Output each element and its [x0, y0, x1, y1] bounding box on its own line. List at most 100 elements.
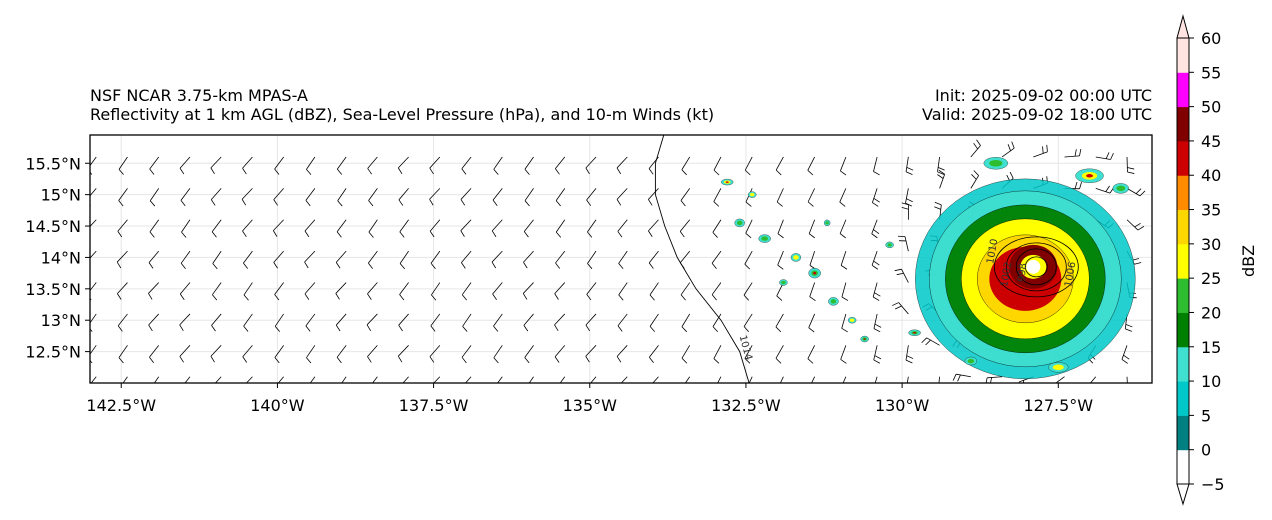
wind-barb [586, 282, 597, 301]
wind-barb [179, 282, 191, 300]
wind-barb [524, 345, 534, 364]
wind-barb [892, 302, 909, 315]
wind-barb [680, 282, 691, 301]
wind-barb [1126, 188, 1146, 197]
wind-barb [245, 376, 253, 383]
wind-barb [211, 313, 222, 332]
wind-barb [649, 345, 659, 364]
wind-barb [433, 376, 441, 383]
wind-barb [985, 376, 1003, 383]
wind-barb [272, 219, 284, 237]
wind-barb [492, 282, 503, 300]
wind-barb [181, 219, 191, 238]
wind-barb [585, 345, 597, 363]
wind-barb [748, 376, 753, 383]
wind-barb [620, 376, 628, 383]
wind-barb [618, 250, 628, 270]
wind-barb [872, 282, 881, 301]
wind-barb [210, 156, 222, 175]
wind-barb [522, 282, 534, 300]
reflectivity-cell-core [781, 280, 786, 285]
wind-barb [242, 345, 253, 363]
wind-barb [649, 313, 659, 332]
wind-barb [461, 156, 472, 175]
wind-barb [241, 188, 253, 206]
wind-barb [214, 376, 222, 383]
wind-barb [465, 376, 472, 383]
wind-barb [873, 156, 880, 176]
wind-barb [952, 373, 971, 382]
colorbar-tick-label: −5 [1201, 475, 1225, 494]
colorbar-tick-label: 15 [1201, 338, 1221, 357]
colorbar-tick-label: 60 [1201, 29, 1221, 48]
wind-barb [493, 345, 503, 364]
wind-barb [398, 313, 409, 332]
wind-barb [461, 345, 472, 364]
lat-tick-label: 15°N [41, 186, 81, 205]
wind-barb [274, 282, 284, 301]
wind-barb [776, 188, 784, 207]
wind-barb [429, 219, 441, 238]
wind-barb [397, 156, 409, 175]
wind-barb [335, 282, 347, 300]
wind-barb [398, 188, 409, 206]
wind-barb [118, 156, 128, 175]
wind-barb [713, 188, 722, 207]
wind-barb [117, 219, 128, 238]
colorbar-tick-label: 25 [1201, 269, 1221, 288]
reflectivity-cell-core [793, 255, 799, 260]
wind-barb [90, 345, 97, 364]
wind-barb [243, 282, 253, 301]
reflectivity-cell-core [825, 221, 829, 225]
wind-barb [524, 188, 534, 207]
lat-tick-label: 15.5°N [25, 154, 81, 173]
wind-barb [897, 235, 909, 252]
wind-barb [523, 219, 534, 238]
wind-barb [212, 282, 222, 301]
colorbar-tick-label: 30 [1201, 235, 1221, 254]
wind-barb [775, 156, 784, 176]
colorbar-segment [1177, 278, 1189, 313]
wind-barb [149, 219, 160, 238]
wind-barb [90, 313, 97, 332]
colorbar-frame [1176, 37, 1190, 485]
wind-barb [743, 282, 753, 301]
wind-barb [555, 156, 566, 175]
init-time: Init: 2025-09-02 00:00 UTC [934, 86, 1152, 105]
plot-frame [89, 134, 1153, 384]
lon-tick-label: 140°W [250, 396, 305, 415]
wind-barb [462, 313, 472, 332]
wind-barb [1055, 376, 1065, 383]
reflectivity-cell-peak [863, 338, 866, 340]
wind-barb [777, 250, 784, 270]
wind-barb [430, 313, 441, 332]
wind-barb [399, 282, 409, 301]
reflectivity-cell-core [736, 220, 743, 226]
colorbar-extend-min [1176, 483, 1190, 506]
wind-barb [807, 156, 816, 176]
wind-barb [460, 188, 472, 206]
wind-barb [305, 188, 316, 207]
colorbar-segment [1177, 415, 1189, 451]
lat-tick-label: 13°N [41, 311, 81, 330]
wind-barb [681, 345, 691, 364]
wind-barb [149, 345, 160, 363]
reflectivity-cell-core [887, 243, 892, 247]
wind-barb [648, 250, 659, 269]
wind-barb [745, 219, 753, 239]
wind-barb [180, 188, 191, 207]
wind-barb [273, 188, 284, 206]
wind-barb [744, 156, 753, 176]
wind-barb [149, 188, 160, 207]
isobar-ring [1024, 256, 1048, 278]
wind-barb [744, 250, 753, 270]
wind-barb [839, 188, 847, 207]
wind-barb [118, 345, 128, 364]
wind-barb [242, 156, 253, 175]
wind-barb [367, 282, 378, 300]
wind-barb [148, 250, 160, 269]
colorbar-extend-max [1176, 14, 1190, 39]
wind-barb [873, 345, 882, 364]
